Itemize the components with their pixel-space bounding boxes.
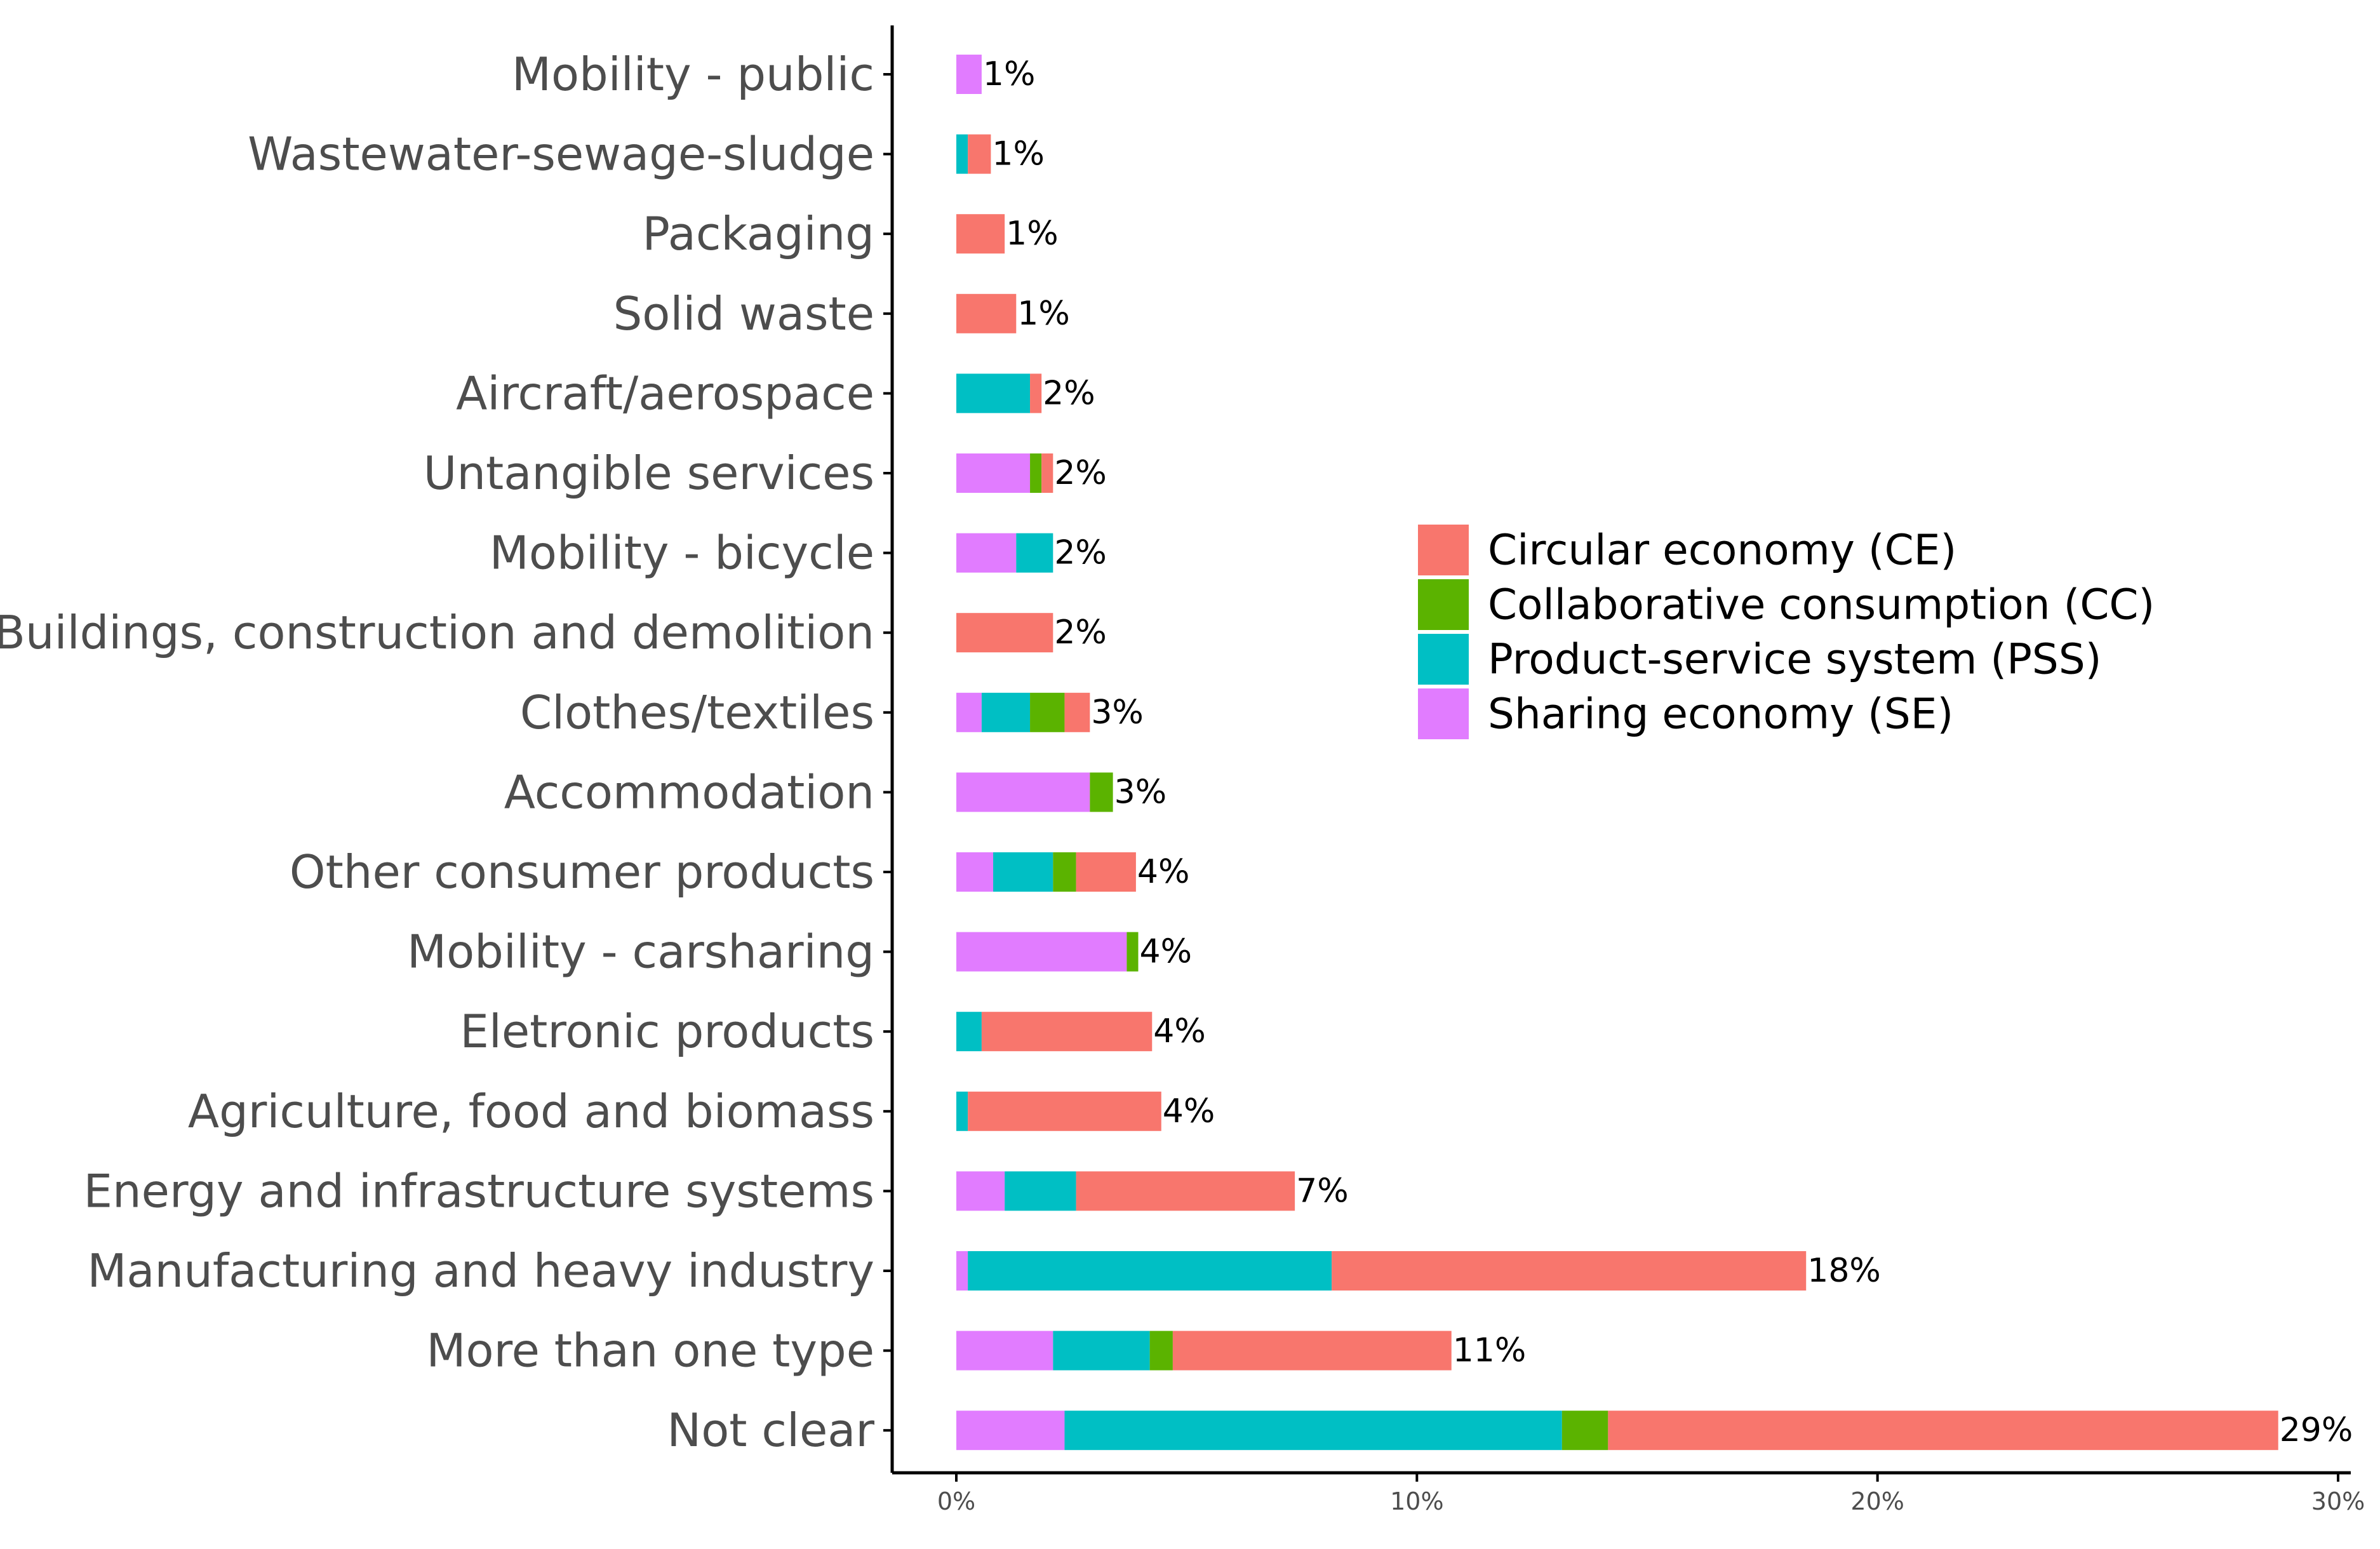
- category-label-solid-waste: Solid waste: [613, 287, 874, 340]
- bar-more-than-one-type-sharing-economy-se: [956, 1331, 1053, 1371]
- bar-untangible-services-sharing-economy-se: [956, 453, 1031, 493]
- bar-accommodation-sharing-economy-se: [956, 772, 1090, 812]
- bar-clothes-textiles-circular-economy-ce: [1064, 692, 1090, 732]
- category-label-accommodation: Accommodation: [504, 765, 874, 819]
- legend-label-collaborative-consumption-cc: Collaborative consumption (CC): [1488, 580, 2155, 629]
- category-label-not-clear: Not clear: [667, 1404, 874, 1457]
- category-label-energy-and-infrastructure-systems: Energy and infrastructure systems: [84, 1164, 874, 1217]
- category-label-mobility-carsharing: Mobility - carsharing: [407, 925, 874, 979]
- data-label-solid-waste: 1%: [1017, 295, 1070, 333]
- bar-clothes-textiles-collaborative-consumption-cc: [1030, 692, 1065, 732]
- data-label-accommodation: 3%: [1114, 773, 1167, 811]
- legend-label-circular-economy-ce: Circular economy (CE): [1488, 526, 1956, 575]
- legend-key-collaborative-consumption-cc: [1418, 579, 1469, 630]
- legend-key-sharing-economy-se: [1418, 688, 1469, 739]
- data-label-not-clear: 29%: [2280, 1411, 2353, 1449]
- data-label-mobility-public: 1%: [983, 55, 1036, 93]
- x-tick-label-0: 0%: [937, 1487, 975, 1515]
- bar-mobility-public-sharing-economy-se: [956, 55, 982, 94]
- category-label-other-consumer-products: Other consumer products: [290, 845, 874, 899]
- data-label-mobility-carsharing: 4%: [1140, 933, 1193, 971]
- category-label-manufacturing-and-heavy-industry: Manufacturing and heavy industry: [87, 1244, 874, 1298]
- bar-eletronic-products-circular-economy-ce: [981, 1012, 1153, 1052]
- x-tick-label-20: 20%: [1850, 1487, 1904, 1515]
- bar-not-clear-circular-economy-ce: [1608, 1411, 2278, 1451]
- bar-mobility-carsharing-sharing-economy-se: [956, 932, 1127, 972]
- category-label-agriculture-food-and-biomass: Agriculture, food and biomass: [188, 1085, 874, 1138]
- bar-eletronic-products-product-service-system-pss: [956, 1012, 982, 1052]
- bar-energy-and-infrastructure-systems-sharing-economy-se: [956, 1171, 1005, 1211]
- legend-key-circular-economy-ce: [1418, 525, 1469, 575]
- bar-clothes-textiles-sharing-economy-se: [956, 692, 982, 732]
- bar-energy-and-infrastructure-systems-circular-economy-ce: [1076, 1171, 1295, 1211]
- bar-mobility-carsharing-collaborative-consumption-cc: [1126, 932, 1139, 972]
- x-tick-label-10: 10%: [1390, 1487, 1443, 1515]
- bar-untangible-services-collaborative-consumption-cc: [1030, 453, 1042, 493]
- bar-manufacturing-and-heavy-industry-product-service-system-pss: [968, 1251, 1332, 1291]
- legend-key-product-service-system-pss: [1418, 634, 1469, 685]
- bar-other-consumer-products-collaborative-consumption-cc: [1053, 852, 1076, 892]
- category-label-mobility-public: Mobility - public: [512, 48, 874, 101]
- bar-more-than-one-type-collaborative-consumption-cc: [1149, 1331, 1173, 1371]
- data-label-wastewater-sewage-sludge: 1%: [992, 135, 1045, 173]
- bar-more-than-one-type-circular-economy-ce: [1172, 1331, 1452, 1371]
- bar-not-clear-product-service-system-pss: [1064, 1411, 1562, 1451]
- bar-mobility-bicycle-sharing-economy-se: [956, 533, 1017, 573]
- data-label-manufacturing-and-heavy-industry: 18%: [1807, 1252, 1881, 1290]
- data-label-agriculture-food-and-biomass: 4%: [1163, 1092, 1215, 1130]
- bar-more-than-one-type-product-service-system-pss: [1053, 1331, 1150, 1371]
- bar-wastewater-sewage-sludge-circular-economy-ce: [968, 134, 991, 174]
- category-label-buildings-construction-and-demolition: Buildings, construction and demolition: [0, 606, 874, 659]
- data-label-mobility-bicycle: 2%: [1054, 534, 1107, 572]
- bar-other-consumer-products-sharing-economy-se: [956, 852, 994, 892]
- bar-packaging-circular-economy-ce: [956, 214, 1005, 254]
- category-label-eletronic-products: Eletronic products: [460, 1005, 874, 1058]
- bar-other-consumer-products-product-service-system-pss: [993, 852, 1053, 892]
- category-label-wastewater-sewage-sludge: Wastewater-sewage-sludge: [248, 128, 874, 181]
- x-tick-label-30: 30%: [2311, 1487, 2365, 1515]
- data-label-packaging: 1%: [1006, 215, 1059, 253]
- bar-agriculture-food-and-biomass-circular-economy-ce: [968, 1091, 1161, 1131]
- category-label-clothes-textiles: Clothes/textiles: [520, 686, 874, 739]
- bar-manufacturing-and-heavy-industry-sharing-economy-se: [956, 1251, 968, 1291]
- bar-other-consumer-products-circular-economy-ce: [1076, 852, 1136, 892]
- bar-manufacturing-and-heavy-industry-circular-economy-ce: [1332, 1251, 1807, 1291]
- bar-solid-waste-circular-economy-ce: [956, 293, 1017, 333]
- bar-not-clear-sharing-economy-se: [956, 1411, 1065, 1451]
- legend-label-sharing-economy-se: Sharing economy (SE): [1488, 690, 1953, 739]
- bar-accommodation-collaborative-consumption-cc: [1090, 772, 1113, 812]
- bar-mobility-bicycle-product-service-system-pss: [1016, 533, 1053, 573]
- data-label-eletronic-products: 4%: [1153, 1012, 1206, 1050]
- bar-wastewater-sewage-sludge-product-service-system-pss: [956, 134, 968, 174]
- category-label-packaging: Packaging: [643, 207, 874, 260]
- bars-layer: [956, 55, 2278, 1451]
- data-label-more-than-one-type: 11%: [1453, 1332, 1527, 1370]
- bar-energy-and-infrastructure-systems-product-service-system-pss: [1005, 1171, 1076, 1211]
- bar-aircraft-aerospace-product-service-system-pss: [956, 373, 1031, 413]
- data-label-untangible-services: 2%: [1054, 454, 1107, 492]
- bar-aircraft-aerospace-circular-economy-ce: [1030, 373, 1042, 413]
- data-labels: 1% 1% 1% 1% 2% 2% 2% 2% 3% 3% 4% 4% 4% 4% 7% 18% 11% 29%: [983, 55, 2353, 1449]
- legend-label-product-service-system-pss: Product-service system (PSS): [1488, 635, 2101, 684]
- category-label-aircraft-aerospace: Aircraft/aerospace: [456, 366, 874, 420]
- bar-agriculture-food-and-biomass-product-service-system-pss: [956, 1091, 968, 1131]
- category-label-mobility-bicycle: Mobility - bicycle: [490, 526, 874, 580]
- category-labels: Mobility - public Wastewater-sewage-sludg…: [0, 48, 874, 1457]
- bar-not-clear-collaborative-consumption-cc: [1561, 1411, 1608, 1451]
- data-label-clothes-textiles: 3%: [1091, 694, 1144, 732]
- bar-untangible-services-circular-economy-ce: [1041, 453, 1053, 493]
- bar-clothes-textiles-product-service-system-pss: [981, 692, 1031, 732]
- category-label-untangible-services: Untangible services: [424, 446, 874, 500]
- data-label-buildings-construction-and-demolition: 2%: [1054, 614, 1107, 652]
- data-label-energy-and-infrastructure-systems: 7%: [1296, 1172, 1349, 1210]
- axes: 0% 10% 20% 30%: [883, 25, 2365, 1515]
- data-label-aircraft-aerospace: 2%: [1043, 374, 1095, 412]
- data-label-other-consumer-products: 4%: [1137, 853, 1190, 891]
- category-label-more-than-one-type: More than one type: [426, 1324, 874, 1378]
- bar-buildings-construction-and-demolition-circular-economy-ce: [956, 613, 1053, 653]
- legend: Circular economy (CE) Collaborative consu…: [1418, 525, 2155, 739]
